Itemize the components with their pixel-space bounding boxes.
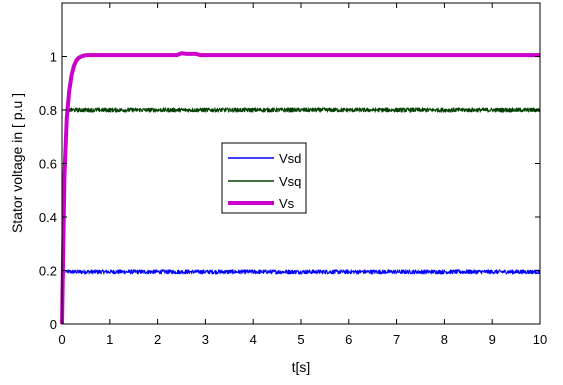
x-axis-label: t[s]	[292, 359, 311, 375]
x-tick-label: 7	[393, 332, 400, 347]
series-line-vsd	[61, 269, 541, 325]
legend-label-vsq: Vsq	[279, 174, 301, 189]
y-tick-label: 0.4	[39, 210, 57, 225]
x-tick-label: 9	[489, 332, 496, 347]
x-tick-label: 0	[58, 332, 65, 347]
y-axis-ticks: 0 0.2 0.4 0.6 0.8 1	[39, 50, 540, 332]
legend-label-vsd: Vsd	[279, 151, 301, 166]
x-tick-label: 8	[441, 332, 448, 347]
x-axis-ticks: 0 1 2 3 4 5 6 7 8 9 10	[58, 3, 547, 347]
series-line-vsq	[61, 107, 541, 325]
y-tick-label: 0.8	[39, 103, 57, 118]
plot-series	[60, 51, 541, 325]
x-tick-label: 5	[297, 332, 304, 347]
legend-label-vs: Vs	[279, 196, 295, 211]
legend: Vsd Vsq Vs	[221, 142, 307, 214]
series-line-vs	[60, 51, 540, 325]
x-tick-label: 10	[533, 332, 547, 347]
y-axis-label: Stator voltage in [ p.u ]	[9, 93, 25, 233]
x-tick-label: 1	[106, 332, 113, 347]
x-tick-label: 2	[154, 332, 161, 347]
y-tick-label: 0	[50, 317, 57, 332]
y-tick-label: 0.2	[39, 264, 57, 279]
x-tick-label: 3	[202, 332, 209, 347]
y-tick-label: 1	[50, 50, 57, 65]
y-tick-label: 0.6	[39, 157, 57, 172]
x-tick-label: 4	[250, 332, 257, 347]
x-tick-label: 6	[345, 332, 352, 347]
